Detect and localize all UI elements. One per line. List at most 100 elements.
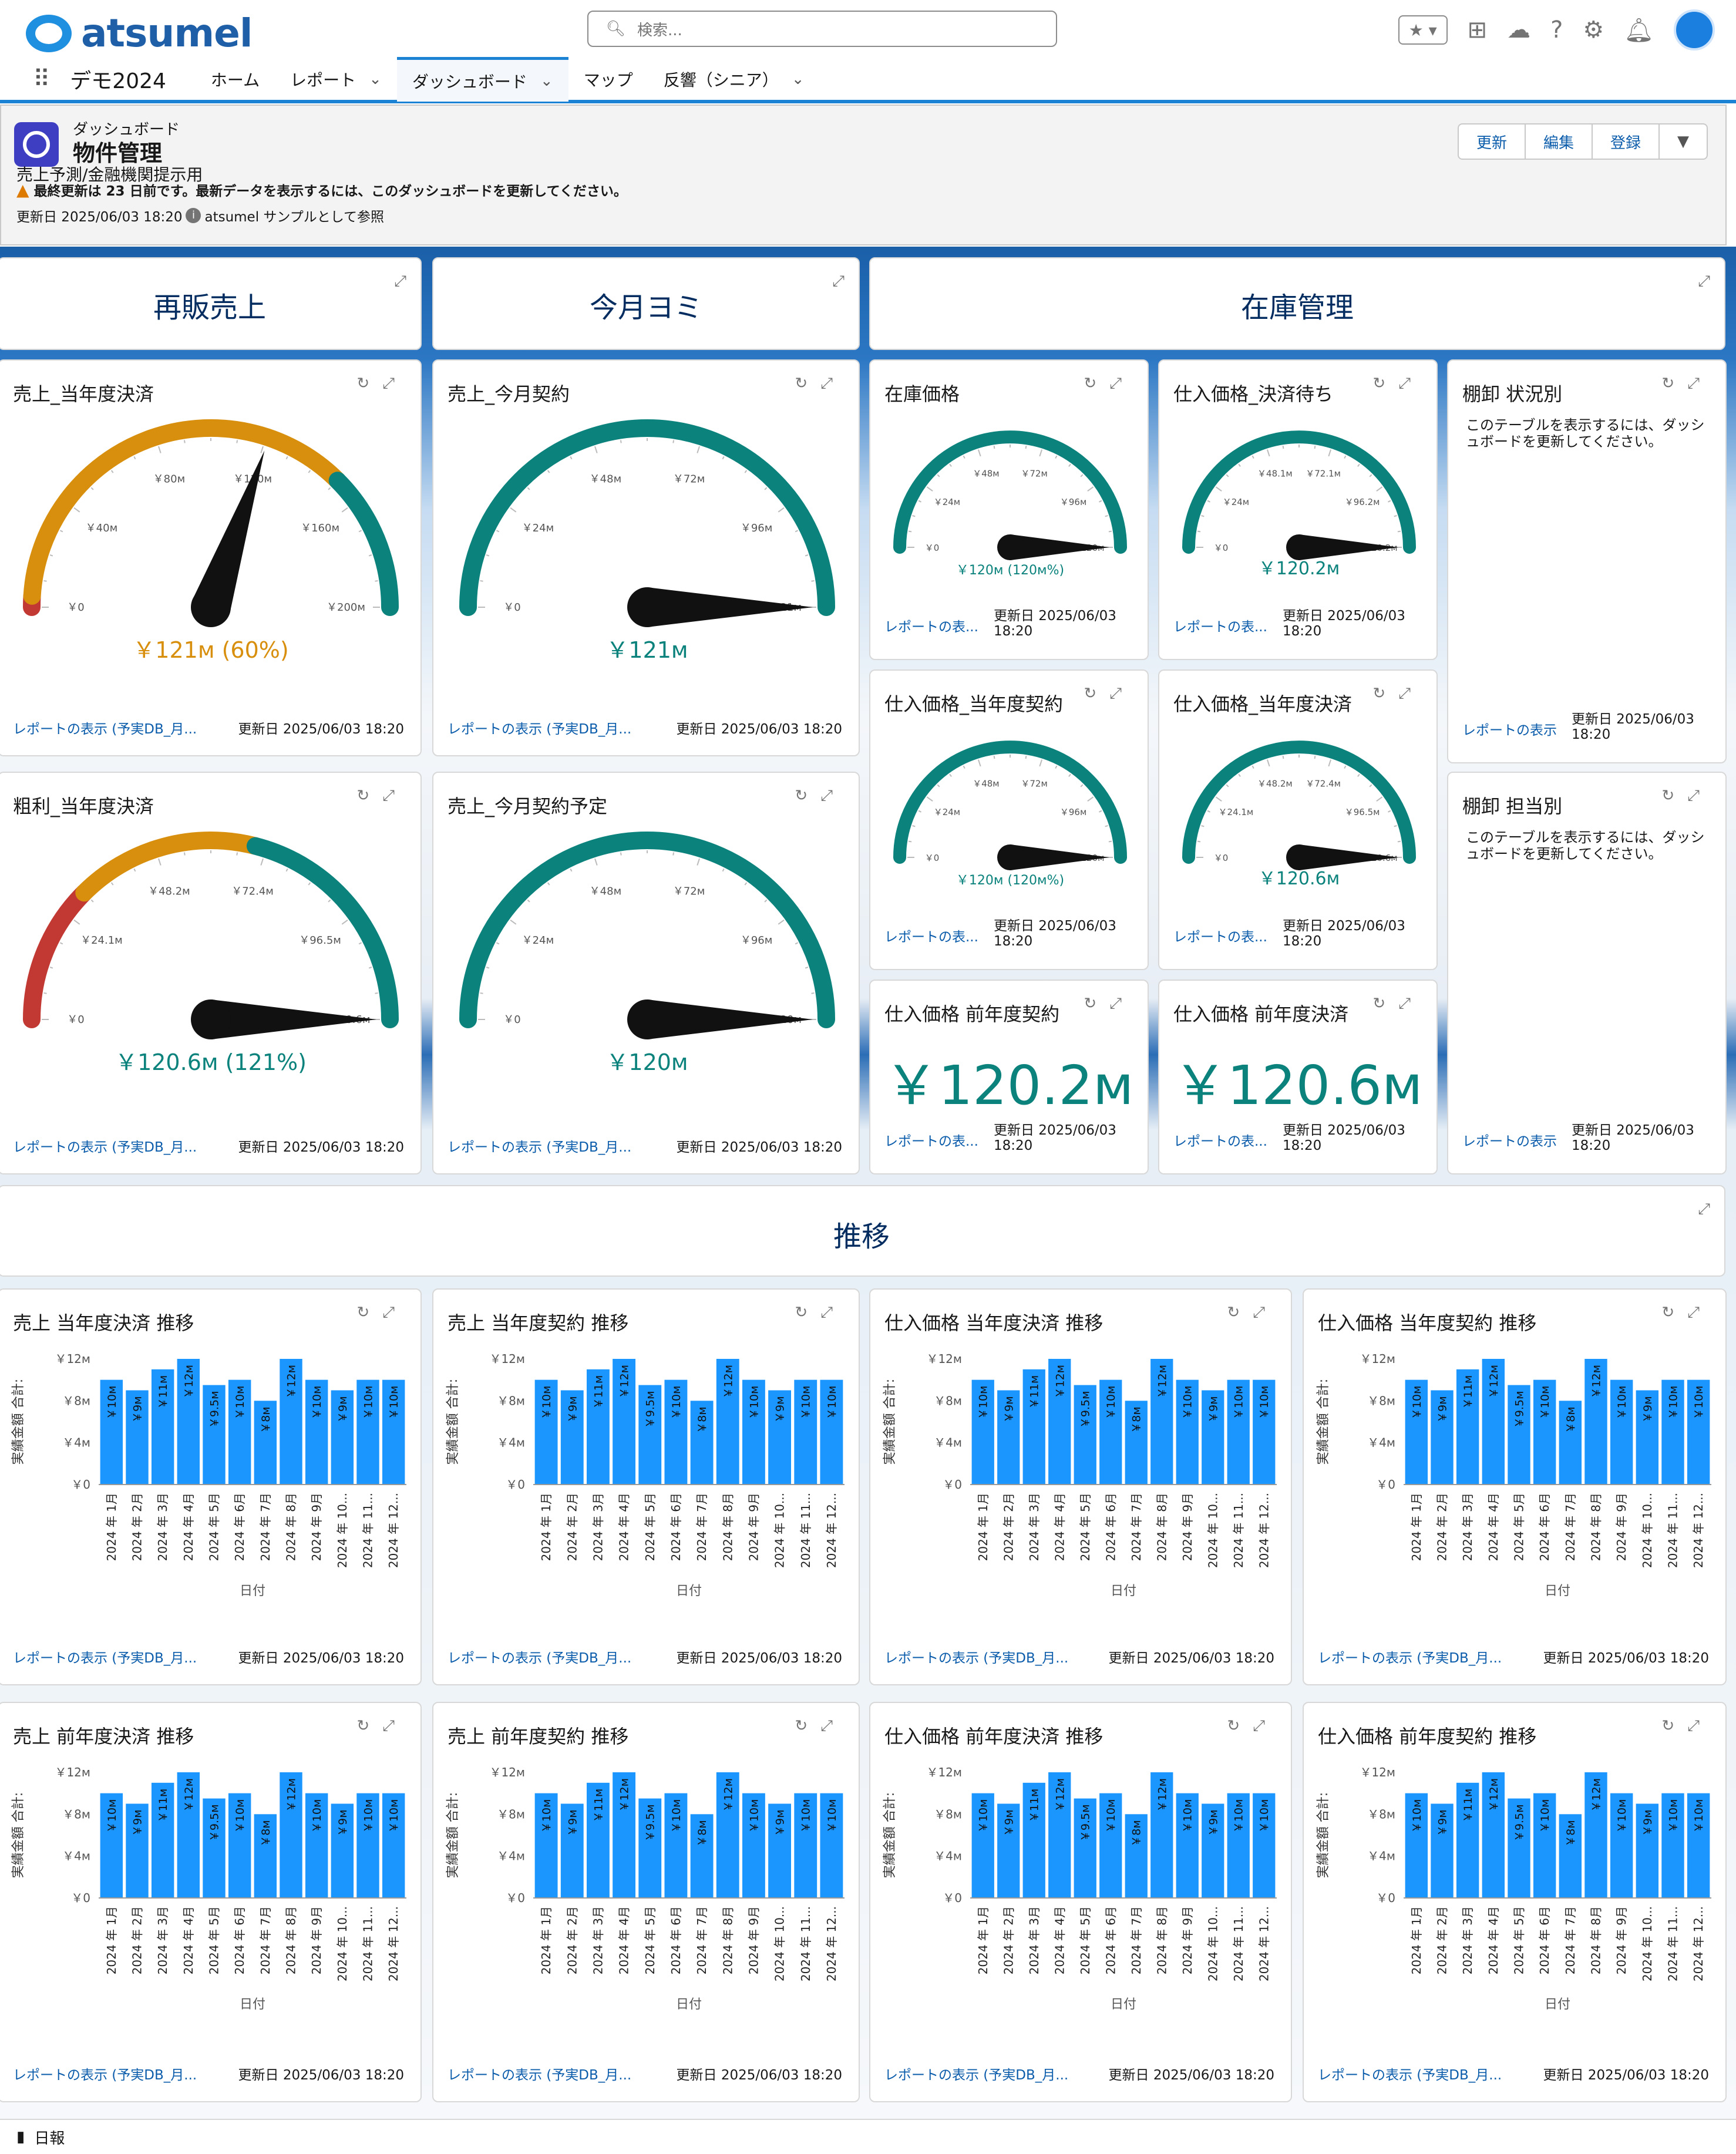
expand-icon[interactable]: ⤢ <box>1253 1304 1278 1321</box>
x-tick-label: 2024 年 8月 <box>284 1906 298 1974</box>
refresh-icon[interactable]: ↻ <box>356 375 383 392</box>
card-title: 在庫価格 <box>884 383 960 405</box>
more-actions-button[interactable]: ▼ <box>1658 123 1708 160</box>
expand-icon[interactable]: ⤢ <box>820 787 846 805</box>
y-tick-label: ￥12м <box>1360 1765 1395 1779</box>
expand-icon[interactable]: ⤢ <box>382 787 408 805</box>
refresh-icon[interactable]: ↻ <box>356 1717 383 1735</box>
refresh-icon[interactable]: ↻ <box>1372 995 1399 1012</box>
refresh-icon[interactable]: ↻ <box>1084 995 1110 1012</box>
report-link[interactable]: レポートの表... <box>1173 930 1267 945</box>
trailhead-icon[interactable]: ☁ <box>1507 16 1531 43</box>
info-icon[interactable]: i <box>186 208 201 223</box>
gauge-needle-hub <box>627 587 667 627</box>
expand-icon[interactable]: ⤢ <box>1687 1717 1713 1735</box>
report-link[interactable]: レポートの表示 <box>1462 723 1557 738</box>
expand-icon[interactable]: ⤢ <box>820 1717 846 1735</box>
report-link[interactable]: レポートの表示 (予実DB_月... <box>13 2068 197 2083</box>
chevron-down-icon[interactable]: ⌄ <box>540 72 553 90</box>
tab-reports[interactable]: レポート ⌄ <box>275 57 397 102</box>
bar-chart: ￥0 ￥4м ￥8м ￥12м 実績金額 合計: ￥10м 2024 年 1月 ￥9м 2024… <box>883 1765 1277 2012</box>
expand-icon[interactable]: ⤢ <box>1109 995 1135 1012</box>
refresh-icon[interactable]: ↻ <box>1661 787 1688 805</box>
expand-icon[interactable]: ⤢ <box>1698 272 1710 290</box>
expand-icon[interactable]: ⤢ <box>1687 1304 1713 1321</box>
bar <box>1074 1385 1096 1485</box>
expand-icon[interactable]: ⤢ <box>1253 1717 1278 1735</box>
expand-icon[interactable]: ⤢ <box>820 1304 846 1321</box>
report-link[interactable]: レポートの表示 (予実DB_月... <box>448 1140 632 1155</box>
chevron-down-icon[interactable]: ⌄ <box>369 70 382 88</box>
refresh-icon[interactable]: ↻ <box>1661 375 1688 392</box>
refresh-icon[interactable]: ↻ <box>356 1304 383 1321</box>
tab-dashboards[interactable]: ダッシュボード ⌄ <box>396 57 568 102</box>
expand-icon[interactable]: ⤢ <box>1687 375 1713 392</box>
refresh-icon[interactable]: ↻ <box>1661 1717 1688 1735</box>
report-link[interactable]: レポートの表示 (予実DB_月... <box>448 722 632 737</box>
bar-chart-card: 売上 当年度契約 推移 ↻⤢ ￥0 ￥4м ￥8м ￥12м 実績金額 合計: ￥10м 2… <box>432 1288 860 1685</box>
expand-icon[interactable]: ⤢ <box>382 1717 408 1735</box>
refresh-icon[interactable]: ↻ <box>1227 1304 1253 1321</box>
report-link[interactable]: レポートの表... <box>884 1134 978 1149</box>
settings-gear-icon[interactable]: ⚙ <box>1583 16 1604 43</box>
avatar[interactable] <box>1674 9 1715 51</box>
report-link[interactable]: レポートの表... <box>884 620 978 635</box>
add-icon[interactable]: ⊞ <box>1467 16 1488 43</box>
refresh-icon[interactable]: ↻ <box>1372 375 1399 392</box>
report-link[interactable]: レポートの表示 (予実DB_月... <box>448 1651 632 1666</box>
utility-item-daily-report[interactable]: 日報 <box>34 2129 65 2148</box>
expand-icon[interactable]: ⤢ <box>1698 1200 1710 1218</box>
refresh-icon[interactable]: ↻ <box>795 1304 821 1321</box>
chevron-down-icon[interactable]: ⌄ <box>791 70 805 88</box>
report-link[interactable]: レポートの表... <box>884 930 978 945</box>
expand-icon[interactable]: ⤢ <box>1109 685 1135 702</box>
expand-icon[interactable]: ⤢ <box>1398 685 1424 702</box>
expand-icon[interactable]: ⤢ <box>820 375 846 392</box>
help-icon[interactable]: ? <box>1550 16 1563 43</box>
gauge-tick <box>368 967 372 969</box>
refresh-icon[interactable]: ↻ <box>795 787 821 805</box>
report-link[interactable]: レポートの表示 (予実DB_月... <box>1318 1651 1502 1666</box>
report-link[interactable]: レポートの表示 (予実DB_月... <box>13 1651 197 1666</box>
refresh-icon[interactable]: ↻ <box>1372 685 1399 702</box>
tab-home[interactable]: ホーム <box>196 57 275 102</box>
refresh-icon[interactable]: ↻ <box>1227 1717 1253 1735</box>
report-link[interactable]: レポートの表... <box>1173 620 1267 635</box>
bar-chart: ￥0 ￥4м ￥8м ￥12м 実績金額 合計: ￥10м 2024 年 1月 ￥9м 2024… <box>1316 1765 1711 2012</box>
report-link[interactable]: レポートの表示 (予実DB_月... <box>448 2068 632 2083</box>
report-link[interactable]: レポートの表... <box>1173 1134 1267 1149</box>
tab-map[interactable]: マップ <box>568 57 648 102</box>
y-tick-label: ￥4м <box>1367 1849 1395 1863</box>
report-link[interactable]: レポートの表示 (予実DB_月... <box>13 1140 197 1155</box>
refresh-icon[interactable]: ↻ <box>795 375 821 392</box>
edit-button[interactable]: 編集 <box>1524 123 1593 160</box>
refresh-icon[interactable]: ↻ <box>795 1717 821 1735</box>
refresh-icon[interactable]: ↻ <box>1084 685 1110 702</box>
favorites-icon[interactable]: ★ ▾ <box>1398 15 1448 45</box>
report-link[interactable]: レポートの表示 (予実DB_月... <box>1318 2068 1502 2083</box>
tab-response-senior[interactable]: 反響（シニア） ⌄ <box>648 57 820 102</box>
refresh-button[interactable]: 更新 <box>1457 123 1526 160</box>
expand-icon[interactable]: ⤢ <box>832 272 845 290</box>
refresh-icon[interactable]: ↻ <box>1661 1304 1688 1321</box>
expand-icon[interactable]: ⤢ <box>1398 995 1424 1012</box>
search-box[interactable]: 🔍︎ 検索... <box>587 11 1057 47</box>
notification-bell-icon[interactable]: 🔔︎ <box>1624 16 1654 44</box>
app-launcher-icon[interactable]: ⠿ <box>33 66 51 93</box>
report-link[interactable]: レポートの表示 <box>1462 1134 1557 1149</box>
refresh-icon[interactable]: ↻ <box>1084 375 1110 392</box>
subscribe-button[interactable]: 登録 <box>1591 123 1660 160</box>
bar-data-label: ￥12м <box>285 1778 298 1812</box>
expand-icon[interactable]: ⤢ <box>382 1304 408 1321</box>
report-link[interactable]: レポートの表示 (予実DB_月... <box>884 2068 1069 2083</box>
expand-icon[interactable]: ⤢ <box>382 375 408 392</box>
brand-logo[interactable]: atsumel <box>26 11 253 56</box>
expand-icon[interactable]: ⤢ <box>1398 375 1424 392</box>
report-link[interactable]: レポートの表示 (予実DB_月... <box>884 1651 1069 1666</box>
report-link[interactable]: レポートの表示 (予実DB_月... <box>13 722 197 737</box>
expand-icon[interactable]: ⤢ <box>394 272 406 290</box>
expand-icon[interactable]: ⤢ <box>1109 375 1135 392</box>
expand-icon[interactable]: ⤢ <box>1687 787 1713 805</box>
bar <box>1636 1390 1659 1485</box>
refresh-icon[interactable]: ↻ <box>356 787 383 805</box>
